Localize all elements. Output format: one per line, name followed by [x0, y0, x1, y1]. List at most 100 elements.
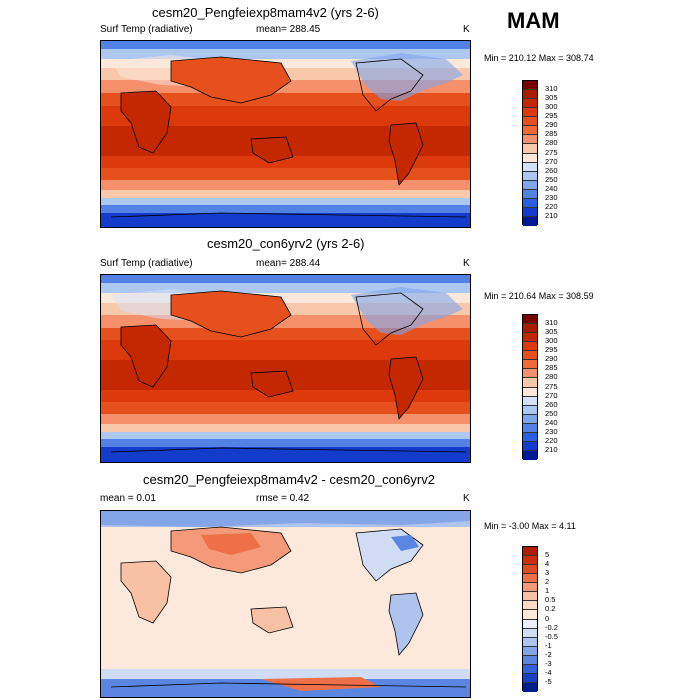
colorbar-tick-label: 210	[545, 210, 558, 220]
colorbar-swatch	[523, 351, 537, 361]
colorbar-swatch	[523, 108, 537, 118]
colorbar-tick-label: 240	[545, 183, 558, 193]
colorbar-tick-label: 250	[545, 174, 558, 184]
colorbar-tick-label: 0	[545, 613, 550, 623]
panel-2-units-label: K	[463, 258, 470, 269]
panel-1-variable-label: Surf Temp (radiative)	[100, 24, 193, 35]
colorbar-tick-label: 295	[545, 345, 558, 355]
colorbar-swatch	[523, 432, 537, 442]
colorbar-swatch	[523, 556, 537, 566]
colorbar-swatch	[523, 198, 537, 208]
panel-1-colorbar	[522, 80, 538, 226]
colorbar-tick-label: 270	[545, 390, 558, 400]
colorbar-swatch	[523, 117, 537, 127]
colorbar-tick-label: 250	[545, 408, 558, 418]
colorbar-tick-label: -0.2	[545, 622, 558, 632]
colorbar-swatch	[523, 450, 537, 460]
panel-2-map	[100, 274, 471, 463]
panel-2-variable-label: Surf Temp (radiative)	[100, 258, 193, 269]
colorbar-tick-label: 310	[545, 84, 558, 94]
colorbar-swatch	[523, 216, 537, 226]
colorbar-tick-label: 285	[545, 129, 558, 139]
colorbar-tick-label: 310	[545, 318, 558, 328]
panel-2-title: cesm20_con6yrv2 (yrs 2-6)	[207, 236, 365, 251]
colorbar-swatch	[523, 189, 537, 199]
colorbar-swatch	[523, 637, 537, 647]
colorbar-tick-label: 2	[545, 577, 550, 587]
colorbar-swatch	[523, 414, 537, 424]
colorbar-swatch	[523, 387, 537, 397]
colorbar-tick-label: 305	[545, 93, 558, 103]
colorbar-tick-label: 295	[545, 111, 558, 121]
colorbar-swatch	[523, 547, 537, 557]
colorbar-tick-label: 290	[545, 120, 558, 130]
colorbar-tick-label: 220	[545, 201, 558, 211]
colorbar-swatch	[523, 574, 537, 584]
colorbar-tick-label: 275	[545, 381, 558, 391]
colorbar-tick-label: 1	[545, 586, 550, 596]
colorbar-swatch	[523, 601, 537, 611]
colorbar-tick-label: 5	[545, 550, 550, 560]
panel-1-minmax: Min = 210.12 Max = 308.74	[484, 53, 594, 63]
colorbar-tick-label: 290	[545, 354, 558, 364]
colorbar-swatch	[523, 583, 537, 593]
panel-1-title: cesm20_Pengfeiexp8mam4v2 (yrs 2-6)	[152, 5, 379, 20]
colorbar-swatch	[523, 673, 537, 683]
colorbar-swatch	[523, 81, 537, 91]
colorbar-swatch	[523, 207, 537, 217]
panel-1-mean-label: mean= 288.45	[256, 24, 321, 35]
colorbar-tick-label: 260	[545, 165, 558, 175]
colorbar-tick-label: 280	[545, 138, 558, 148]
colorbar-tick-label: 230	[545, 192, 558, 202]
colorbar-tick-label: 230	[545, 426, 558, 436]
colorbar-swatch	[523, 171, 537, 181]
season-title: MAM	[507, 8, 560, 33]
colorbar-swatch	[523, 360, 537, 370]
colorbar-swatch	[523, 333, 537, 343]
colorbar-tick-label: 300	[545, 102, 558, 112]
colorbar-tick-label: -1	[545, 640, 552, 650]
panel-3-minmax: Min = -3.00 Max = 4.11	[484, 521, 576, 531]
colorbar-swatch	[523, 664, 537, 674]
colorbar-swatch	[523, 144, 537, 154]
colorbar-swatch	[523, 610, 537, 620]
colorbar-tick-label: -4	[545, 667, 552, 677]
colorbar-swatch	[523, 396, 537, 406]
colorbar-swatch	[523, 180, 537, 190]
colorbar-swatch	[523, 153, 537, 163]
panel-2-mean-label: mean= 288.44	[256, 258, 321, 269]
colorbar-swatch	[523, 592, 537, 602]
colorbar-swatch	[523, 369, 537, 379]
colorbar-tick-label: -5	[545, 676, 552, 686]
colorbar-tick-label: 0.5	[545, 595, 556, 605]
colorbar-swatch	[523, 628, 537, 638]
colorbar-tick-label: 305	[545, 327, 558, 337]
colorbar-swatch	[523, 682, 537, 692]
colorbar-tick-label: 285	[545, 363, 558, 373]
colorbar-tick-label: -3	[545, 658, 552, 668]
colorbar-swatch	[523, 646, 537, 656]
colorbar-swatch	[523, 342, 537, 352]
colorbar-tick-label: 210	[545, 444, 558, 454]
colorbar-swatch	[523, 655, 537, 665]
panel-2-minmax: Min = 210.64 Max = 308.59	[484, 291, 594, 301]
panel-3-rmse-label: rmse = 0.42	[256, 493, 310, 504]
colorbar-swatch	[523, 315, 537, 325]
colorbar-swatch	[523, 324, 537, 334]
panel-1-units-label: K	[463, 24, 470, 35]
colorbar-swatch	[523, 565, 537, 575]
panel-3-map	[100, 510, 471, 698]
colorbar-swatch	[523, 619, 537, 629]
panel-3-mean-label: mean = 0.01	[100, 493, 156, 504]
colorbar-tick-label: 300	[545, 336, 558, 346]
colorbar-swatch	[523, 405, 537, 415]
panel-3-title: cesm20_Pengfeiexp8mam4v2 - cesm20_con6yr…	[143, 472, 435, 487]
colorbar-swatch	[523, 441, 537, 451]
colorbar-swatch	[523, 99, 537, 109]
colorbar-swatch	[523, 90, 537, 100]
colorbar-swatch	[523, 135, 537, 145]
colorbar-tick-label: 280	[545, 372, 558, 382]
colorbar-tick-label: 260	[545, 399, 558, 409]
colorbar-tick-label: 0.2	[545, 604, 556, 614]
colorbar-swatch	[523, 126, 537, 136]
